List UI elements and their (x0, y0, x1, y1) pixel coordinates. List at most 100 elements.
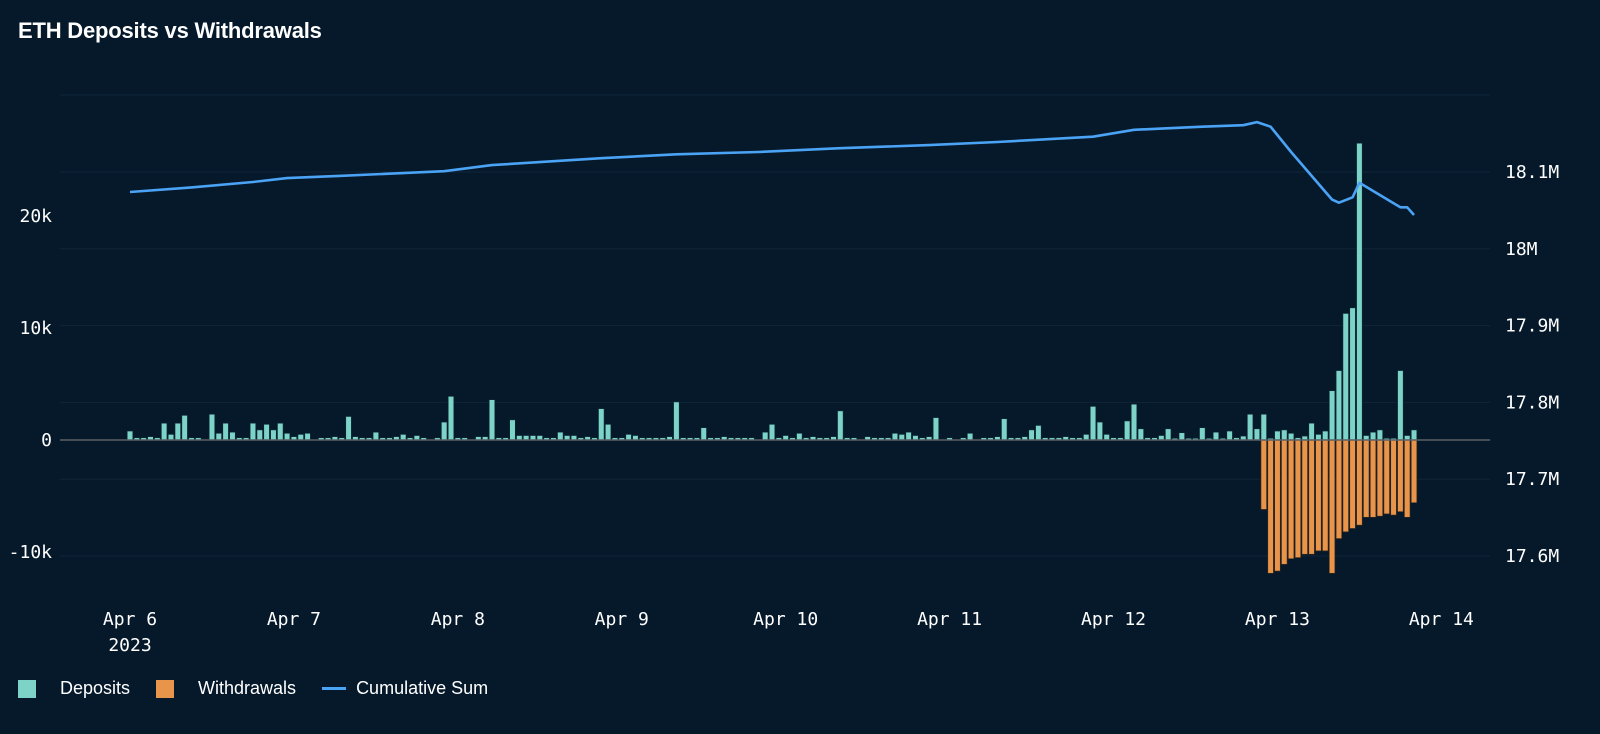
deposit-bar (270, 429, 277, 441)
deposit-bar (1349, 307, 1356, 441)
deposit-bar (1274, 430, 1281, 441)
withdrawal-bar (1369, 439, 1377, 518)
deposit-bar (263, 424, 270, 441)
withdrawal-bar (1288, 439, 1295, 560)
deposit-bar (345, 416, 352, 441)
deposit-bar (447, 396, 455, 441)
withdrawal-bar (1404, 439, 1411, 518)
withdrawal-bar (1349, 439, 1356, 529)
deposit-bar (557, 431, 564, 441)
y-right-tick-label: 18.1M (1505, 162, 1559, 183)
deposit-bar (905, 431, 912, 441)
withdrawal-bar (1274, 439, 1281, 572)
y-left-tick-label: 20k (19, 206, 52, 227)
x-tick-label: Apr 13 (1245, 609, 1310, 630)
deposit-bar (1342, 313, 1349, 441)
deposit-bar (509, 419, 516, 441)
cumulative-sum-line (129, 120, 1415, 216)
deposit-bar (1369, 431, 1377, 441)
y-right-tick-label: 18M (1505, 239, 1538, 260)
deposit-bar (1281, 429, 1288, 441)
y-right-tick-label: 17.6M (1505, 546, 1559, 567)
withdrawal-bar (1335, 439, 1343, 539)
gridlines (60, 94, 1490, 557)
deposit-bar (762, 431, 769, 441)
withdrawal-bar (1322, 439, 1329, 552)
deposit-bar (277, 422, 284, 441)
legend-label: Cumulative Sum (356, 678, 489, 698)
deposit-bar (400, 434, 407, 441)
withdrawal-bar (1376, 439, 1383, 517)
x-tick-label: Apr 7 (267, 609, 321, 630)
deposit-bar (604, 424, 612, 441)
deposit-bar (837, 410, 844, 441)
deposit-bar (208, 413, 216, 441)
legend-item-cumulative-sum[interactable]: Cumulative Sum (322, 678, 488, 699)
withdrawal-bar (1260, 439, 1267, 510)
deposit-bar (488, 399, 496, 441)
withdrawals-swatch (156, 679, 175, 698)
y-right-tick-label: 17.8M (1505, 392, 1559, 413)
deposit-bar (898, 434, 905, 441)
deposit-bar (1315, 434, 1322, 441)
withdrawal-bar (1342, 439, 1349, 533)
x-tick-label: Apr 8 (431, 609, 485, 630)
legend: Deposits Withdrawals Cumulative Sum (18, 678, 514, 699)
deposit-bar (1253, 428, 1261, 441)
withdrawal-bar (1294, 439, 1302, 558)
withdrawal-bar (1301, 439, 1308, 555)
deposit-bar (1410, 429, 1418, 441)
legend-label: Deposits (60, 678, 131, 698)
deposit-bar (1212, 431, 1220, 441)
x-tick-label: Apr 14 (1409, 609, 1474, 630)
deposit-bar (1226, 430, 1233, 441)
legend-item-deposits[interactable]: Deposits (18, 678, 130, 699)
deposit-bar (229, 431, 236, 441)
x-tick-sublabel: 2023 (108, 635, 151, 656)
deposit-bar (1178, 432, 1185, 441)
y-left-tick-label: -10k (9, 542, 53, 563)
deposit-bar (1137, 428, 1144, 441)
deposit-bar (1028, 429, 1035, 441)
withdrawal-bar (1315, 439, 1322, 552)
legend-label: Withdrawals (198, 678, 297, 698)
y-left-tick-label: 0 (41, 430, 52, 451)
x-tick-label: Apr 11 (917, 609, 982, 630)
deposit-bar (1130, 403, 1138, 441)
deposit-bar (1001, 418, 1008, 441)
legend-item-withdrawals[interactable]: Withdrawals (156, 678, 296, 699)
y-left-tick-label: 10k (19, 318, 52, 339)
deposit-bar (891, 432, 899, 441)
deposit-bar (283, 432, 291, 441)
deposit-bar (932, 417, 940, 441)
deposit-bar (966, 432, 974, 441)
deposit-bar (673, 401, 680, 441)
withdrawal-bar (1328, 439, 1336, 574)
deposit-bar (1165, 428, 1172, 441)
withdrawal-bar (1267, 439, 1274, 574)
deposit-bar (1335, 370, 1343, 441)
line-layer (129, 120, 1415, 216)
deposit-bar (249, 422, 257, 441)
cumulative-swatch (322, 687, 347, 690)
deposit-bar (1035, 425, 1042, 441)
deposit-bar (1096, 421, 1103, 441)
withdrawal-bar (1363, 439, 1370, 518)
deposit-bar (1308, 422, 1315, 441)
deposit-bar (441, 421, 448, 441)
deposit-bar (215, 432, 222, 441)
deposit-bar (1322, 430, 1329, 441)
deposit-bar (1083, 434, 1090, 441)
deposit-bar (1103, 434, 1110, 441)
x-tick-label: Apr 6 (103, 609, 157, 630)
withdrawal-bar (1281, 439, 1288, 565)
deposit-bar (796, 432, 803, 441)
deposits-swatch (18, 679, 36, 698)
deposit-bar (1328, 390, 1336, 441)
x-tick-label: Apr 12 (1081, 609, 1146, 630)
withdrawal-bar (1397, 439, 1404, 512)
withdrawal-bar (1410, 439, 1418, 504)
withdrawal-bar (1390, 439, 1397, 516)
withdrawal-bar (1356, 439, 1363, 526)
deposit-bar (625, 434, 632, 441)
